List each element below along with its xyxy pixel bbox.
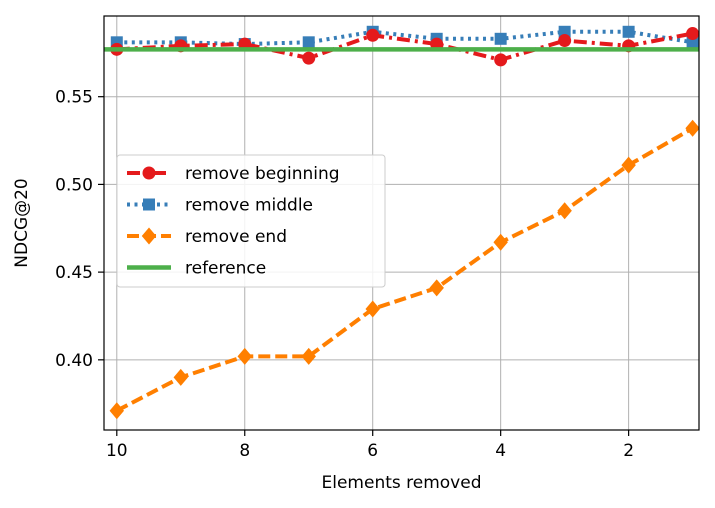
data-point-remove-beginning xyxy=(686,27,699,41)
x-tick-label: 4 xyxy=(495,441,506,461)
series-line-remove-beginning xyxy=(116,31,693,62)
legend-label-remove-beginning: remove beginning xyxy=(185,164,340,184)
data-point-remove-middle xyxy=(686,36,699,49)
x-tick-label: 6 xyxy=(367,441,378,461)
data-point-remove-beginning xyxy=(558,34,572,48)
data-point-remove-end xyxy=(237,347,252,365)
data-point-remove-end xyxy=(109,402,125,420)
legend-label-remove-middle: remove middle xyxy=(185,196,313,216)
data-point-remove-middle xyxy=(494,32,507,45)
x-tick-label: 10 xyxy=(106,441,128,461)
y-axis-label: NDCG@20 xyxy=(12,178,32,267)
legend-marker-remove-end xyxy=(141,227,157,245)
data-point-remove-middle xyxy=(622,25,635,38)
data-point-remove-end xyxy=(429,279,444,297)
legend-entry-remove-beginning: remove beginning xyxy=(127,164,340,184)
legend-entry-remove-end: remove end xyxy=(127,227,287,247)
series-line-remove-middle xyxy=(116,29,693,47)
data-point-remove-end xyxy=(173,368,188,386)
plot-frame xyxy=(103,15,700,431)
legend-box xyxy=(116,154,386,288)
data-point-remove-end xyxy=(301,347,316,365)
y-tick-label: 0.55 xyxy=(55,88,93,108)
ticks: 10 8 6 4 2 0.40 0.45 0.50 0.55 xyxy=(55,88,634,461)
series-line-remove-end xyxy=(115,126,694,413)
data-point-remove-middle xyxy=(302,36,315,49)
y-tick-label: 0.40 xyxy=(55,351,93,371)
data-point-remove-beginning xyxy=(366,28,380,42)
data-point-remove-end xyxy=(365,300,380,318)
legend-marker-remove-beginning xyxy=(142,166,156,180)
data-point-remove-beginning xyxy=(302,51,316,65)
data-point-remove-end xyxy=(557,202,572,220)
x-axis-label: Elements removed xyxy=(322,473,482,493)
legend-entry-reference: reference xyxy=(127,259,266,279)
data-point-remove-end xyxy=(685,119,699,137)
series-remove-beginning xyxy=(110,27,699,67)
x-tick-label: 8 xyxy=(239,441,250,461)
y-tick-label: 0.45 xyxy=(55,263,93,283)
data-point-remove-end xyxy=(621,156,636,174)
series-layer xyxy=(104,25,699,420)
data-point-remove-end xyxy=(493,233,508,251)
legend-label-remove-end: remove end xyxy=(185,227,287,247)
x-tick-label: 2 xyxy=(623,441,634,461)
series-remove-end xyxy=(109,119,699,420)
legend-entry-remove-middle: remove middle xyxy=(127,196,313,216)
legend-marker-remove-middle xyxy=(143,198,155,211)
y-tick-label: 0.50 xyxy=(55,175,93,195)
legend: remove beginning remove middle remove end r… xyxy=(116,154,386,288)
data-point-remove-middle xyxy=(558,25,571,38)
legend-label-reference: reference xyxy=(185,259,266,279)
data-point-remove-beginning xyxy=(494,53,508,67)
